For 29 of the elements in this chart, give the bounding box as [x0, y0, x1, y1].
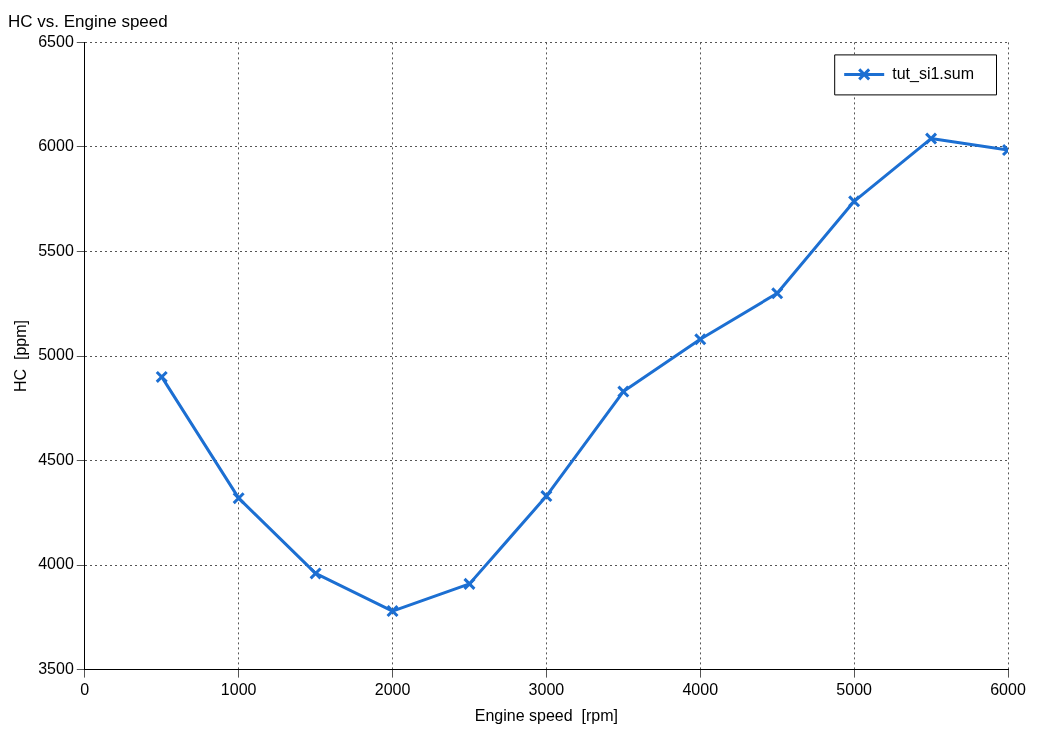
point — [155, 370, 169, 384]
point — [924, 132, 938, 146]
y-tick-label: 3500 — [38, 660, 74, 678]
point — [847, 194, 861, 208]
chart-title: HC vs. Engine speed — [8, 11, 168, 31]
y-tick-label: 6000 — [38, 137, 74, 155]
point — [693, 332, 707, 346]
point — [232, 491, 246, 505]
x-tick-label: 2000 — [374, 680, 411, 698]
x-tick-label: 4000 — [682, 680, 719, 698]
point — [616, 385, 630, 398]
point — [770, 286, 784, 300]
point — [309, 566, 323, 580]
legend-label: tut_si1.sum — [892, 64, 974, 83]
point — [539, 489, 553, 503]
x-tick-label: 1000 — [220, 680, 257, 698]
x-tick-label: 5000 — [836, 680, 873, 698]
point — [463, 577, 476, 591]
y-tick-label: 5000 — [38, 346, 74, 364]
x-tick-label: 6000 — [990, 680, 1026, 698]
y-tick-label: 4000 — [38, 555, 74, 573]
x-tick-label: 3000 — [528, 680, 565, 698]
y-tick-label: 5500 — [38, 241, 74, 259]
y-tick-label: 6500 — [38, 32, 74, 50]
x-axis-title: Engine speed [rpm] — [474, 706, 618, 724]
point — [386, 604, 399, 618]
y-tick-label: 4500 — [38, 450, 74, 468]
x-tick-label: 0 — [80, 680, 90, 698]
y-axis-title: HC [ppm] — [12, 319, 30, 393]
